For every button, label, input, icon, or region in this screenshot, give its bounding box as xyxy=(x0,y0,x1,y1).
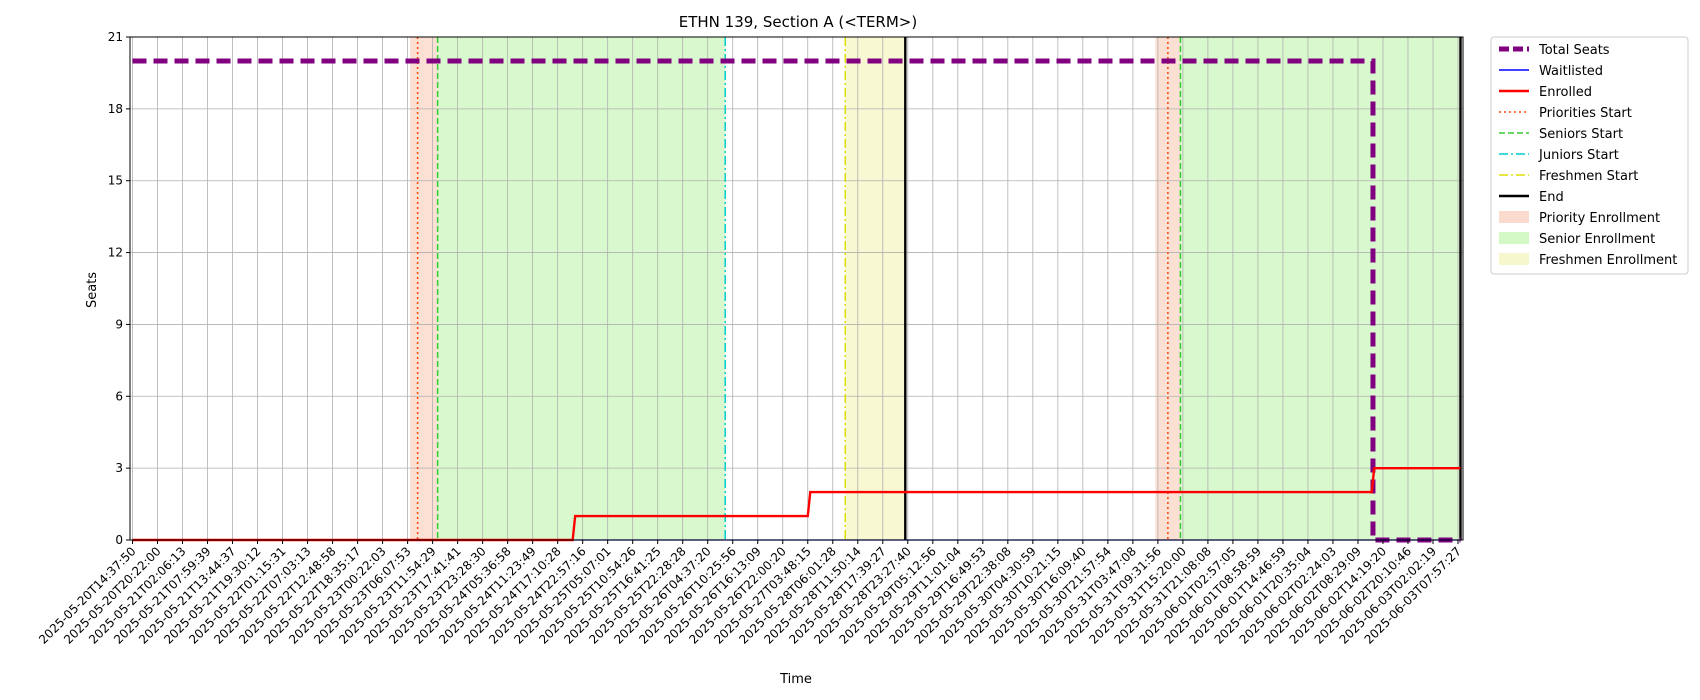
region-1-0 xyxy=(437,37,726,540)
legend-swatch-8 xyxy=(1499,211,1529,223)
region-1-1 xyxy=(1180,37,1461,540)
y-axis-label: Seats xyxy=(85,272,100,308)
enrollment-regions xyxy=(410,37,1461,540)
legend-label-8: Priority Enrollment xyxy=(1539,211,1660,226)
legend-label-7: End xyxy=(1539,190,1564,205)
legend-label-5: Juniors Start xyxy=(1538,148,1619,163)
y-tick-label-2: 6 xyxy=(115,389,123,403)
legend: Total Seats Waitlisted Enrolled Priorities … xyxy=(1490,36,1689,275)
grid-lines xyxy=(130,36,1463,541)
x-axis: 2025-05-20T14:37:502025-05-20T20:22:0020… xyxy=(36,540,1464,647)
phase-markers xyxy=(416,37,1462,540)
y-tick-label-1: 3 xyxy=(115,461,123,475)
y-tick-label-7: 21 xyxy=(108,30,123,44)
legend-swatch-10 xyxy=(1499,253,1529,265)
series-line-2 xyxy=(132,466,1461,542)
plot-frame xyxy=(129,36,1464,541)
region-0-0 xyxy=(410,37,438,540)
y-tick-label-0: 0 xyxy=(115,533,123,547)
legend-label-3: Priorities Start xyxy=(1539,106,1632,121)
x-axis-label: Time xyxy=(779,672,812,687)
chart-title: ETHN 139, Section A (<TERM>) xyxy=(679,13,917,31)
legend-swatch-9 xyxy=(1499,232,1529,244)
series-line-0 xyxy=(132,58,1461,543)
legend-label-10: Freshmen Enrollment xyxy=(1539,253,1677,268)
legend-label-2: Enrolled xyxy=(1539,85,1592,100)
legend-label-0: Total Seats xyxy=(1538,43,1610,58)
y-tick-label-5: 15 xyxy=(108,174,123,188)
y-tick-label-6: 18 xyxy=(108,102,123,116)
region-2-0 xyxy=(845,37,906,540)
legend-label-4: Seniors Start xyxy=(1539,127,1623,142)
y-tick-label-4: 12 xyxy=(108,246,123,260)
legend-label-1: Waitlisted xyxy=(1539,64,1603,79)
legend-label-9: Senior Enrollment xyxy=(1539,232,1655,247)
legend-label-6: Freshmen Start xyxy=(1539,169,1638,184)
y-tick-label-3: 9 xyxy=(115,317,123,331)
y-axis: 0 3 6 9 12 15 18 21 xyxy=(108,30,130,547)
legend-box xyxy=(1490,36,1689,275)
